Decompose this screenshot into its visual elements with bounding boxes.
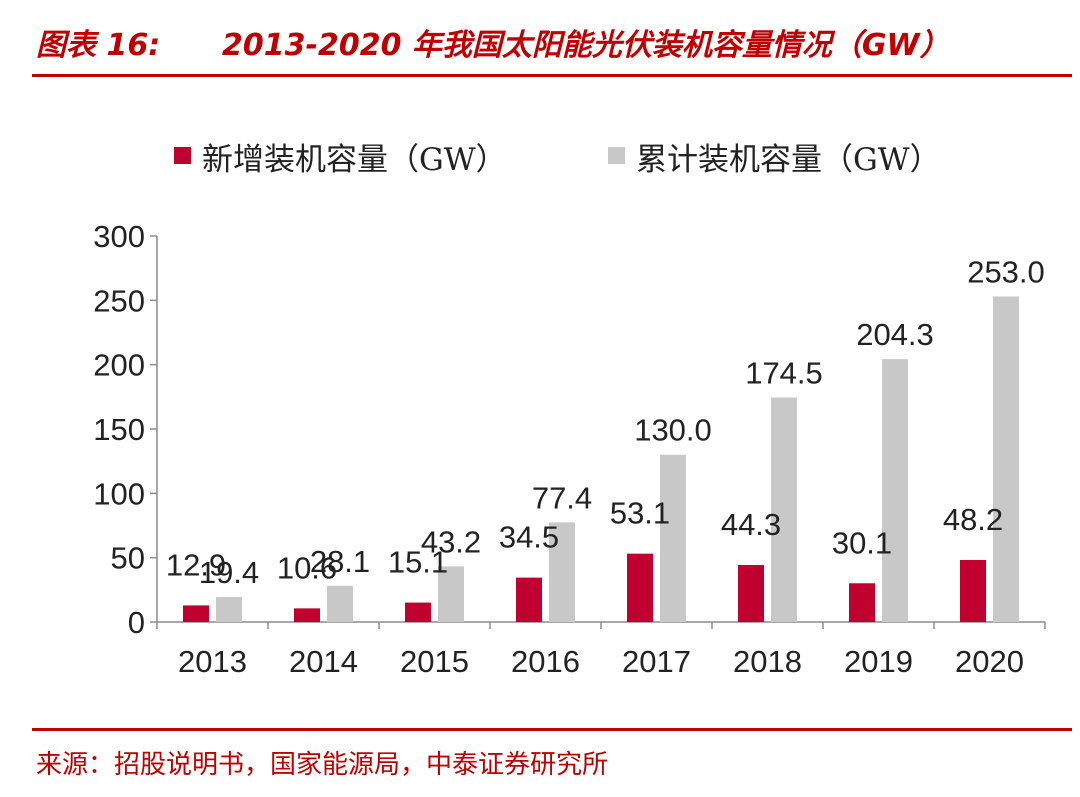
data-label-cumulative: 28.1 bbox=[310, 544, 370, 579]
data-label-cumulative: 77.4 bbox=[532, 480, 592, 515]
data-label-new: 48.2 bbox=[943, 502, 1003, 537]
source-note: 来源：招股说明书，国家能源局，中泰证券研究所 bbox=[36, 750, 609, 780]
data-label-new: 34.5 bbox=[499, 520, 559, 555]
x-tick-label: 2020 bbox=[955, 644, 1024, 679]
chart-title: 2013-2020 年我国太阳能光伏装机容量情况（GW） bbox=[222, 28, 950, 63]
bar-new bbox=[294, 608, 320, 622]
bar-cumulative bbox=[771, 397, 797, 622]
data-label-new: 15.1 bbox=[388, 545, 448, 580]
x-tick-label: 2019 bbox=[844, 644, 913, 679]
bar-new bbox=[183, 605, 209, 622]
footer-divider bbox=[32, 728, 1072, 731]
bar-cumulative bbox=[216, 597, 242, 622]
data-label-new: 30.1 bbox=[832, 525, 892, 560]
bar-new bbox=[960, 559, 986, 622]
bar-chart: 0 50 100 150 200 250 300 2013 2014 2015 2016 2017 20… bbox=[93, 219, 1046, 679]
y-tick-label: 150 bbox=[93, 412, 145, 447]
data-label-cumulative: 130.0 bbox=[634, 413, 712, 448]
y-tick-label: 250 bbox=[93, 283, 145, 318]
legend-label-new: 新增装机容量（GW） bbox=[202, 142, 507, 178]
data-label-new: 44.3 bbox=[721, 507, 781, 542]
y-tick-label: 300 bbox=[93, 219, 145, 254]
data-label-new: 12.9 bbox=[166, 547, 226, 582]
bar-new bbox=[516, 577, 542, 622]
data-label-cumulative: 19.4 bbox=[199, 555, 259, 590]
bar-cumulative bbox=[438, 566, 464, 622]
y-tick-label: 100 bbox=[93, 476, 145, 511]
x-tick-label: 2017 bbox=[622, 644, 691, 679]
legend-swatch-new bbox=[174, 147, 191, 164]
legend: 新增装机容量（GW） 累计装机容量（GW） bbox=[0, 130, 1080, 180]
bar-new bbox=[627, 553, 653, 622]
data-label-cumulative: 43.2 bbox=[421, 524, 481, 559]
x-tick-label: 2015 bbox=[400, 644, 469, 679]
data-label-cumulative: 253.0 bbox=[967, 254, 1045, 289]
bar-new bbox=[738, 565, 764, 622]
bar-cumulative bbox=[660, 454, 686, 622]
x-tick-label: 2013 bbox=[178, 644, 247, 679]
x-tick-label: 2014 bbox=[289, 644, 358, 679]
data-label-new: 53.1 bbox=[610, 496, 670, 531]
bar-new bbox=[849, 583, 875, 622]
data-label-cumulative: 204.3 bbox=[856, 317, 934, 352]
bar-new bbox=[405, 602, 431, 622]
header-divider bbox=[32, 74, 1072, 77]
y-tick-label: 0 bbox=[128, 605, 145, 640]
bar-cumulative bbox=[882, 359, 908, 622]
bar-cumulative bbox=[327, 585, 353, 622]
bar-cumulative bbox=[549, 522, 575, 622]
legend-swatch-cumulative bbox=[608, 147, 625, 164]
data-label-new: 10.6 bbox=[277, 550, 337, 585]
x-tick-label: 2018 bbox=[733, 644, 802, 679]
figure-number: 图表 16: bbox=[36, 28, 161, 63]
data-label-cumulative: 174.5 bbox=[745, 355, 823, 390]
y-tick-label: 200 bbox=[93, 348, 145, 383]
bar-cumulative bbox=[993, 296, 1019, 622]
y-tick-label: 50 bbox=[111, 541, 145, 576]
x-tick-label: 2016 bbox=[511, 644, 580, 679]
legend-label-cumulative: 累计装机容量（GW） bbox=[636, 142, 941, 178]
chart-header: 图表 16: 2013-2020 年我国太阳能光伏装机容量情况（GW） bbox=[0, 0, 1080, 78]
